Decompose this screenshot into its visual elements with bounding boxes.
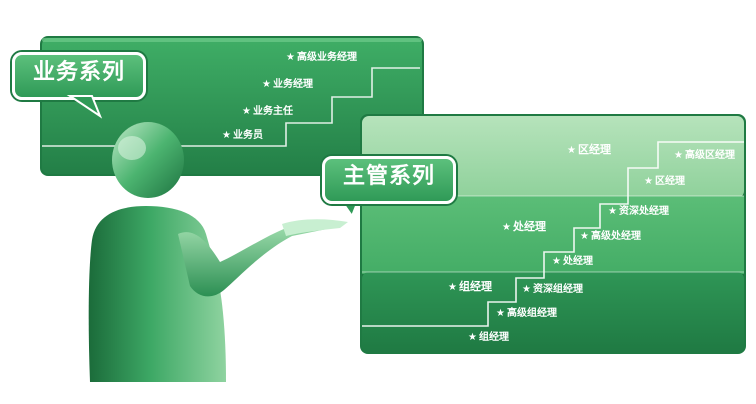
management-stair-line (362, 141, 744, 327)
star-icon: ★ (580, 231, 589, 242)
star-icon: ★ (644, 176, 653, 187)
tier-name-department: ★ 处经理 (502, 220, 546, 234)
star-icon: ★ (502, 222, 511, 233)
star-icon: ★ (552, 256, 561, 267)
management-title: 主管系列 (342, 164, 435, 189)
star-icon: ★ (496, 308, 505, 319)
mgmt-step-senior-region-manager: ★ 高级区经理 (674, 150, 735, 161)
management-board (360, 114, 746, 354)
presenter-figure (88, 122, 348, 382)
star-icon: ★ (674, 150, 683, 161)
mgmt-step-department-manager: ★ 处经理 (552, 256, 593, 267)
star-icon: ★ (522, 284, 531, 295)
business-level-1: ★ 业务员 (222, 130, 263, 141)
star-icon: ★ (567, 145, 576, 156)
mgmt-step-principal-group-manager: ★ 资深组经理 (522, 284, 583, 295)
mgmt-step-principal-department-manager: ★ 资深处经理 (608, 206, 669, 217)
mgmt-step-group-manager: ★ 组经理 (468, 332, 509, 343)
mgmt-step-senior-department-manager: ★ 高级处经理 (580, 231, 641, 242)
mgmt-step-region-manager: ★ 区经理 (644, 176, 685, 187)
management-title-bubble: 主管系列 (322, 156, 456, 204)
tier-name-group: ★ 组经理 (448, 280, 492, 294)
star-icon: ★ (222, 130, 231, 141)
business-title-bubble: 业务系列 (12, 52, 146, 100)
star-icon: ★ (286, 52, 295, 63)
star-icon: ★ (468, 332, 477, 343)
business-level-2: ★ 业务主任 (242, 106, 293, 117)
mgmt-step-senior-group-manager: ★ 高级组经理 (496, 308, 557, 319)
star-icon: ★ (242, 106, 251, 117)
business-level-4: ★ 高级业务经理 (286, 52, 357, 63)
business-level-3: ★ 业务经理 (262, 79, 313, 90)
tier-name-region: ★ 区经理 (567, 143, 611, 157)
star-icon: ★ (448, 282, 457, 293)
star-icon: ★ (262, 79, 271, 90)
business-title: 业务系列 (32, 60, 125, 85)
star-icon: ★ (608, 206, 617, 217)
business-stair-line (42, 67, 420, 147)
